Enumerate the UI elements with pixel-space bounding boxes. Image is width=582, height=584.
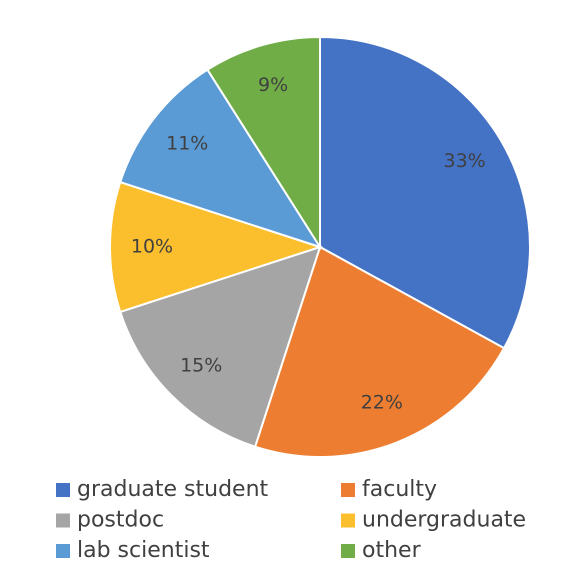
legend-label: graduate student — [77, 477, 269, 502]
pie-slice — [253, 245, 506, 458]
legend-swatch — [341, 544, 355, 558]
pie-slice — [319, 35, 531, 350]
data-label: 11% — [166, 133, 208, 155]
data-label: 33% — [443, 150, 485, 172]
legend-label: lab scientist — [77, 538, 210, 563]
legend-label: other — [362, 538, 422, 563]
legend-label: postdoc — [77, 508, 164, 533]
legend-label: faculty — [362, 477, 437, 502]
data-label: 10% — [131, 236, 173, 258]
legend-label: undergraduate — [362, 508, 526, 533]
data-label: 9% — [258, 74, 288, 96]
legend-swatch — [56, 513, 70, 528]
pie-slice — [206, 35, 321, 251]
legend-swatch — [341, 513, 355, 528]
pie-slice — [119, 68, 323, 249]
legend-swatch — [56, 483, 70, 497]
pie-slice — [119, 245, 322, 448]
data-label: 15% — [180, 354, 222, 376]
legend-swatch — [56, 544, 70, 558]
legend-swatch — [341, 483, 355, 497]
pie-slice — [109, 180, 324, 314]
data-label: 22% — [361, 392, 403, 414]
